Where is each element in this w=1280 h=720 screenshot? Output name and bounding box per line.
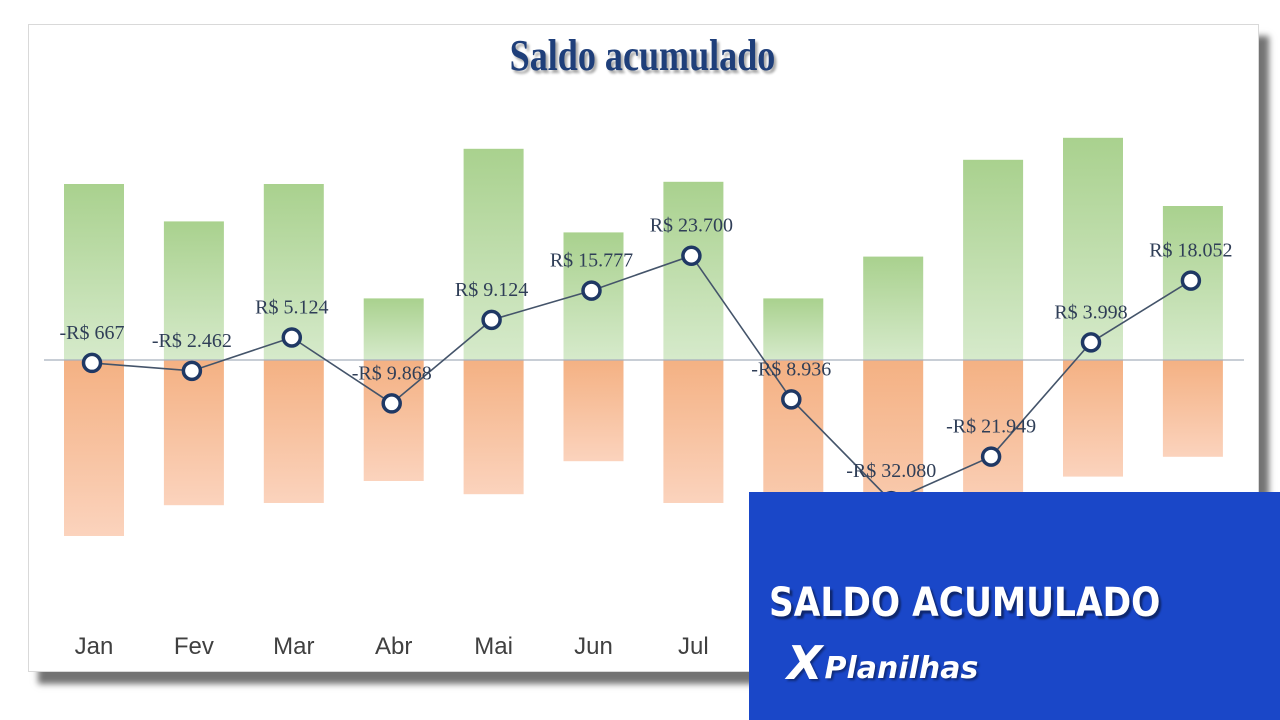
data-label: -R$ 2.462: [152, 330, 232, 352]
banner-title: SALDO ACUMULADO: [769, 580, 1161, 626]
negative-bar-jul: [663, 360, 724, 503]
x-tick-label: Mar: [273, 633, 314, 660]
line-marker-mar: [281, 327, 303, 348]
positive-bar-fev: [163, 221, 224, 360]
positive-bar-abr: [363, 298, 424, 360]
x-tick-label: Jan: [75, 633, 114, 660]
negative-bar-abr: [363, 360, 424, 481]
data-label: R$ 18.052: [1149, 240, 1232, 262]
line-marker-out: [980, 446, 1002, 467]
line-marker-fev: [181, 360, 203, 382]
data-label: R$ 9.124: [455, 279, 528, 301]
line-marker-jan: [81, 352, 103, 374]
line-marker-abr: [381, 393, 402, 414]
line-marker-mai: [481, 309, 502, 331]
positive-bar-jan: [64, 184, 124, 360]
data-label: -R$ 8.936: [751, 358, 831, 380]
negative-bar-mai: [463, 360, 524, 495]
positive-bar-ago: [763, 298, 824, 360]
line-marker-nov: [1080, 332, 1102, 353]
data-label: R$ 5.124: [255, 296, 328, 318]
x-tick-label: Jul: [678, 633, 709, 660]
chart-title: Saldo acumulado: [509, 31, 776, 80]
positive-bar-nov: [1063, 137, 1123, 360]
negative-bar-jan: [64, 360, 124, 536]
x-tick-label: Fev: [174, 633, 214, 660]
saldo-line: [91, 254, 1192, 503]
data-label: -R$ 9.868: [352, 362, 432, 384]
line-marker-jun: [581, 280, 602, 301]
data-label: R$ 3.998: [1054, 301, 1127, 323]
positive-bar-jul: [663, 181, 724, 360]
brand-x-mark: X: [787, 636, 823, 690]
positive-bar-set: [863, 256, 924, 360]
negative-bar-mar: [263, 360, 324, 503]
data-label: R$ 15.777: [550, 250, 633, 272]
negative-bar-fev: [163, 360, 224, 506]
negative-bar-jun: [563, 360, 624, 462]
brand-name: Planilhas: [824, 650, 979, 686]
negative-bar-nov: [1063, 360, 1123, 477]
negative-bar-dez: [1162, 360, 1223, 457]
promo-banner: SALDO ACUMULADO X Planilhas: [749, 492, 1280, 720]
data-label: -R$ 21.949: [946, 416, 1036, 438]
x-tick-label: Abr: [375, 633, 412, 660]
brand-logo: X Planilhas: [787, 640, 978, 686]
positive-bar-out: [963, 159, 1024, 360]
line-marker-jul: [681, 245, 702, 266]
x-tick-label: Mai: [474, 633, 513, 660]
data-label: -R$ 667: [60, 322, 125, 344]
data-label: R$ 23.700: [650, 215, 733, 237]
line-marker-dez: [1180, 270, 1202, 291]
x-tick-label: Jun: [574, 633, 613, 660]
data-label: -R$ 32.080: [846, 460, 936, 482]
line-marker-ago: [781, 389, 802, 410]
